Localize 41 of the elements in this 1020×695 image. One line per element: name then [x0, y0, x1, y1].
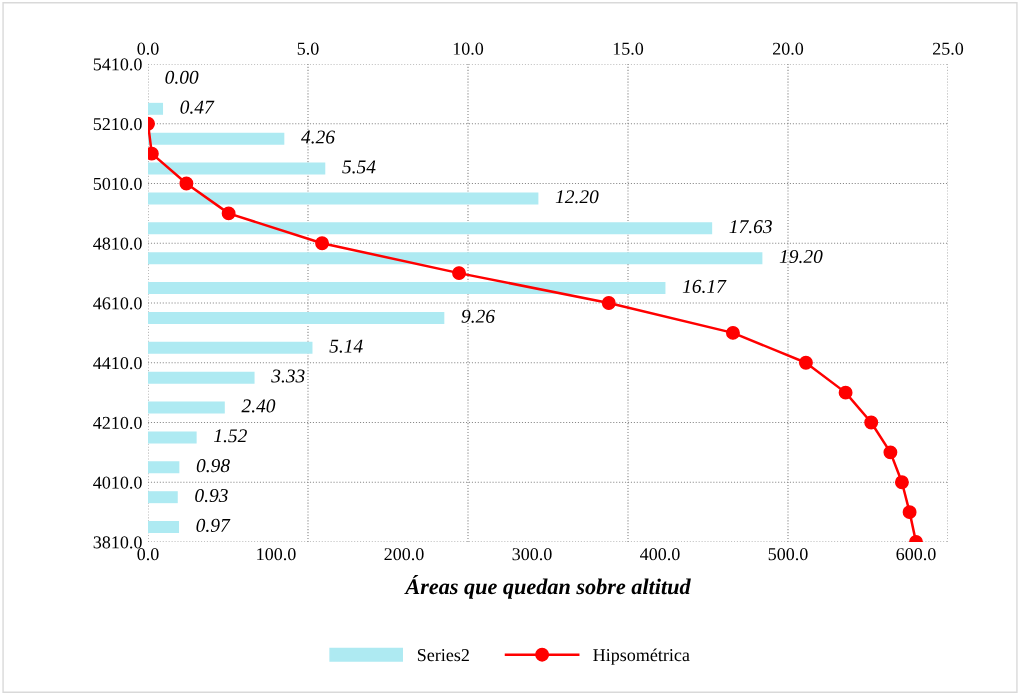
- data-label: 12.20: [555, 190, 599, 204]
- y-tick-label: 3810.0: [93, 536, 142, 549]
- y-tick-label: 5210.0: [93, 118, 142, 131]
- data-label: 0.47: [180, 100, 215, 114]
- x-tick-label: 100.0: [257, 548, 296, 561]
- data-label: 19.20: [779, 249, 823, 264]
- x-tick-label: 600.0: [896, 548, 936, 561]
- x-tick-label: 0.0: [137, 548, 159, 561]
- x2-tick-label: 0.0: [137, 42, 159, 55]
- y-tick-label: 5010.0: [93, 177, 142, 191]
- data-label: 2.40: [241, 399, 276, 413]
- data-label: 9.26: [461, 309, 495, 323]
- data-label: 17.63: [729, 220, 772, 234]
- x2-tick-label: 15.0: [613, 42, 644, 55]
- y-tick-label: 4810.0: [93, 237, 142, 250]
- x-tick-label: 300.0: [512, 548, 552, 561]
- data-label: 0.97: [196, 518, 231, 533]
- data-label: 1.52: [214, 429, 247, 443]
- data-label: 4.26: [301, 130, 335, 144]
- data-label: 0.93: [195, 488, 228, 503]
- data-label: 0.98: [196, 459, 230, 473]
- x2-tick-label: 25.0: [932, 42, 964, 55]
- data-label: 5.14: [329, 339, 363, 353]
- y-tick-label: 4610.0: [93, 297, 142, 310]
- x-tick-label: 400.0: [640, 548, 680, 561]
- x-tick-label: 500.0: [768, 548, 808, 561]
- data-label: 3.33: [271, 369, 305, 383]
- data-label: 0.00: [165, 70, 199, 84]
- data-label: 5.54: [342, 160, 376, 174]
- x-axis-title: Áreas que quedan sobre altitud: [404, 575, 691, 599]
- y-tick-label: 4210.0: [93, 416, 142, 430]
- y-tick-label: 4010.0: [93, 476, 142, 489]
- data-label: 16.17: [682, 279, 727, 294]
- x2-tick-label: 10.0: [453, 42, 484, 55]
- y-tick-label: 5410.0: [93, 58, 142, 71]
- x-tick-label: 200.0: [384, 548, 424, 561]
- x2-tick-label: 20.0: [772, 42, 804, 55]
- legend-label: Hipsométrica: [593, 648, 690, 665]
- x2-tick-label: 5.0: [297, 42, 319, 55]
- y-tick-label: 4410.0: [93, 357, 142, 370]
- legend-label: Series2: [417, 649, 469, 662]
